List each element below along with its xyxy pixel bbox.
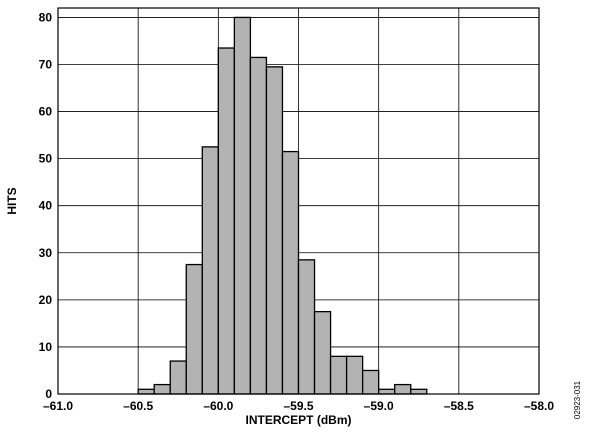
histogram-bar [249,56,268,395]
y-axis-title: HITS [5,187,19,214]
x-tick-label: –58.0 [524,399,554,413]
y-tick-label: 0 [45,387,52,401]
histogram-bar [217,47,236,395]
x-tick-label: –58.5 [444,399,474,413]
histogram-bar [329,355,348,395]
histogram-bar [313,310,332,395]
x-tick-label: –60.5 [123,399,153,413]
y-tick-label: 60 [39,105,53,119]
y-tick-label: 30 [39,246,53,260]
plot-frame [57,7,540,395]
histogram-bar [185,263,203,395]
histogram-bar [378,388,396,395]
x-tick-label: –61.0 [43,399,73,413]
y-tick-label: 10 [39,340,53,354]
histogram-bar [153,383,171,395]
histogram-bars [137,16,428,395]
y-tick-label: 70 [39,57,53,71]
x-axis-ticks: –61.0 –60.5 –60.0 –59.5 –59.0 –58.5 –58.0 [43,399,554,413]
histogram-bar [265,66,284,395]
y-axis-ticks: 0 10 20 30 40 50 60 70 80 [39,10,53,401]
histogram-bar [297,259,316,395]
histogram-bar [137,388,155,395]
y-tick-label: 80 [39,10,53,24]
histogram-bar [233,16,252,395]
x-tick-label: –59.0 [364,399,394,413]
histogram-bar [410,388,428,395]
y-tick-label: 50 [39,152,53,166]
y-tick-label: 40 [39,199,53,213]
histogram-bar [394,383,412,395]
figure-id-annotation: 02923-031 [573,380,582,419]
x-axis-title: INTERCEPT (dBm) [246,413,352,427]
histogram-bar [345,355,364,395]
x-tick-label: –59.5 [283,399,313,413]
histogram-bar [169,360,187,395]
histogram-bar [201,146,219,395]
histogram-bar [281,150,300,395]
histogram-bar [361,369,380,395]
x-tick-label: –60.0 [203,399,233,413]
y-tick-label: 20 [39,293,53,307]
